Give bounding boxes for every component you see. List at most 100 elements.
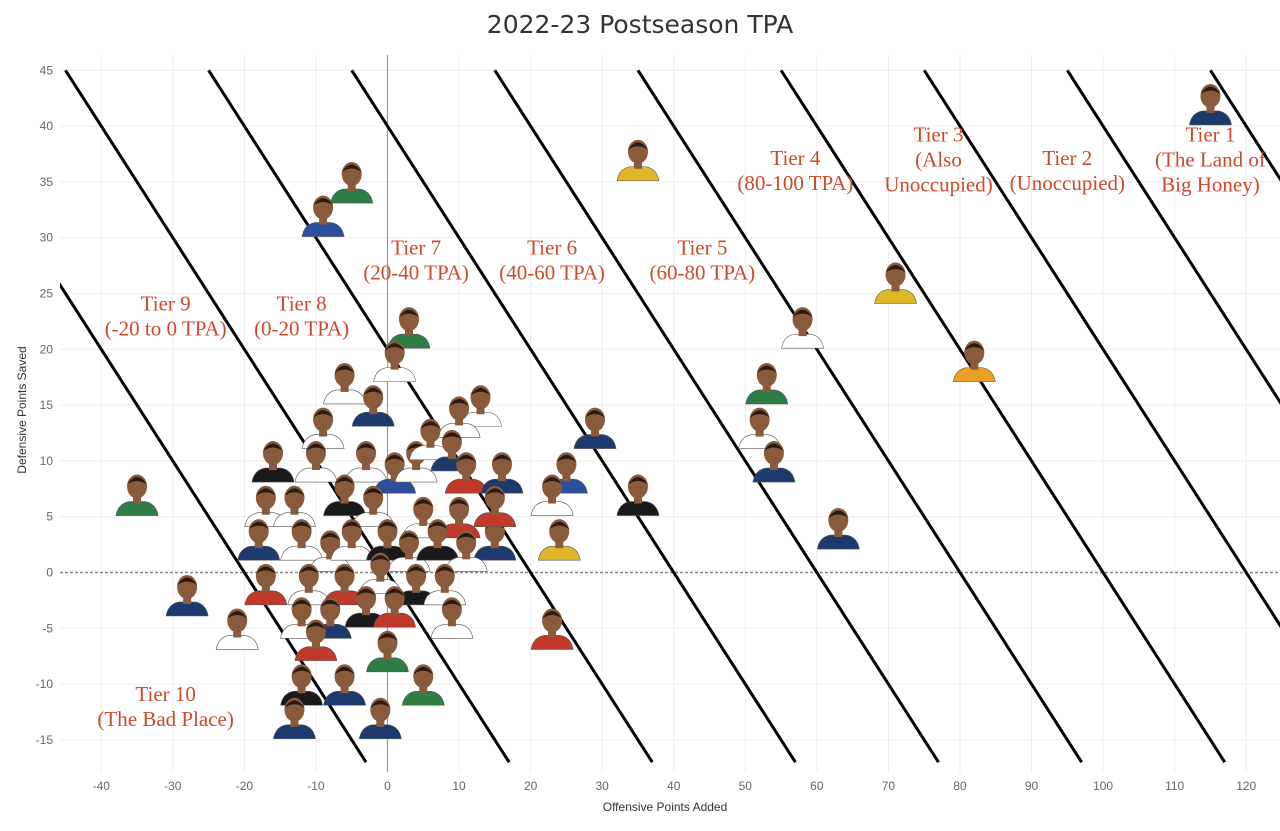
hair-shape <box>305 443 326 452</box>
player-marker <box>752 441 796 483</box>
neck-shape <box>340 496 349 504</box>
hair-shape <box>334 566 355 574</box>
jersey-shape <box>1189 110 1232 126</box>
hair-shape <box>627 477 648 485</box>
player-marker <box>344 441 388 483</box>
tier-boundaries <box>60 69 1280 764</box>
neck-shape <box>233 630 242 638</box>
player-marker <box>387 530 431 572</box>
jersey-shape <box>351 411 395 427</box>
player-marker <box>430 597 474 639</box>
jersey-shape <box>373 612 417 628</box>
hair-shape <box>341 164 362 173</box>
neck-shape <box>369 507 378 515</box>
jersey-shape <box>473 545 517 561</box>
tier-boundary-line <box>207 69 654 764</box>
x-tick-label: 0 <box>384 779 391 793</box>
x-tick-label: 50 <box>739 779 753 793</box>
x-tick-label: -20 <box>236 779 254 793</box>
x-tick-label: 20 <box>524 779 538 793</box>
neck-shape <box>304 585 313 593</box>
jersey-shape <box>215 635 259 650</box>
hair-shape <box>441 599 462 608</box>
hair-shape <box>334 365 355 373</box>
hair-shape <box>284 488 305 496</box>
player-marker <box>358 697 402 740</box>
neck-shape <box>362 608 371 616</box>
hair-shape <box>449 398 470 407</box>
neck-shape <box>326 552 335 560</box>
player-marker <box>115 474 159 516</box>
neck-shape <box>490 541 499 549</box>
player-marker <box>251 441 295 483</box>
jersey-shape <box>816 534 860 550</box>
x-tick-label: 100 <box>1093 779 1113 793</box>
y-tick-label: 35 <box>40 175 54 189</box>
player-marker <box>351 385 395 427</box>
x-tick-label: -10 <box>307 779 325 793</box>
neck-shape <box>261 585 270 593</box>
neck-shape <box>591 429 600 437</box>
jersey-shape <box>401 690 445 706</box>
neck-shape <box>297 619 306 627</box>
neck-shape <box>555 541 564 549</box>
neck-shape <box>183 596 192 604</box>
player-marker <box>244 563 288 606</box>
neck-shape <box>497 474 506 482</box>
jersey-shape <box>366 657 409 673</box>
tier-boundary-line <box>1066 69 1280 405</box>
player-marker <box>366 630 409 673</box>
neck-shape <box>269 463 278 471</box>
chart-title: 2022-23 Postseason TPA <box>486 10 794 39</box>
player-marker <box>537 519 581 561</box>
tier-label: Tier 10 <box>135 682 196 706</box>
neck-shape <box>440 585 449 593</box>
neck-shape <box>455 518 464 526</box>
x-tick-label: 40 <box>667 779 681 793</box>
x-tick-label: -30 <box>164 779 182 793</box>
player-marker <box>323 474 366 516</box>
tier-boundary-line <box>636 69 1083 764</box>
hair-shape <box>291 521 312 530</box>
hair-shape <box>964 343 985 351</box>
hair-shape <box>456 454 477 463</box>
neck-shape <box>369 407 378 415</box>
player-marker <box>215 608 259 650</box>
jersey-shape <box>280 545 323 561</box>
jersey-shape <box>530 501 574 516</box>
hair-shape <box>406 443 427 452</box>
hair-shape <box>542 477 563 485</box>
hair-shape <box>377 633 398 641</box>
neck-shape <box>311 463 320 471</box>
tier-boundary-line <box>64 69 511 764</box>
neck-shape <box>390 608 399 616</box>
hair-shape <box>320 599 341 608</box>
neck-shape <box>290 507 299 515</box>
player-marker <box>530 474 574 516</box>
player-marker <box>237 519 281 561</box>
tier-label: Tier 1 <box>1185 123 1235 147</box>
tier-label: (Unoccupied) <box>1010 171 1125 195</box>
tier-label: Tier 6 <box>527 236 577 260</box>
x-tick-label: 10 <box>452 779 466 793</box>
hair-shape <box>420 421 441 429</box>
hair-shape <box>248 521 269 530</box>
hair-shape <box>398 532 419 541</box>
hair-shape <box>356 443 377 452</box>
neck-shape <box>347 541 356 549</box>
tier-boundary-line <box>350 69 797 764</box>
player-marker <box>781 307 824 349</box>
hair-shape <box>370 555 391 563</box>
hair-shape <box>484 488 505 496</box>
neck-shape <box>390 474 399 482</box>
neck-shape <box>404 552 413 560</box>
neck-shape <box>891 284 900 292</box>
player-marker <box>1189 83 1232 126</box>
hair-shape <box>406 566 427 574</box>
y-tick-label: 45 <box>40 63 54 77</box>
neck-shape <box>412 463 421 471</box>
jersey-shape <box>115 501 159 516</box>
hair-shape <box>456 532 477 541</box>
hair-shape <box>749 410 770 418</box>
